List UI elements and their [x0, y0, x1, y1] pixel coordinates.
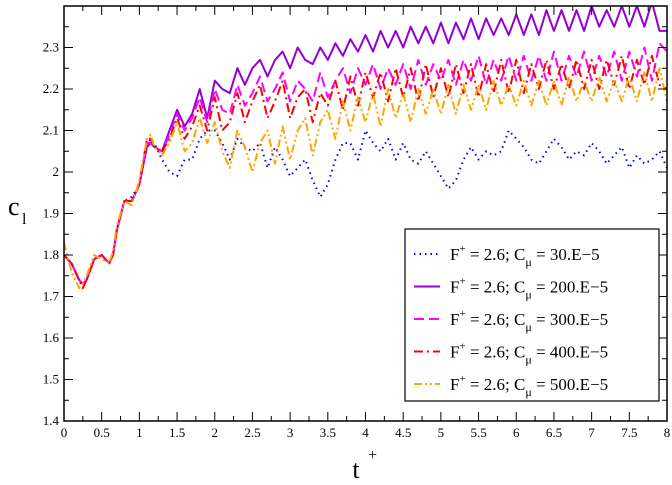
x-tick-label: 2 — [212, 425, 219, 440]
x-tick-label: 0.5 — [94, 425, 110, 440]
y-tick-label: 2.1 — [43, 123, 59, 138]
legend-box — [404, 228, 660, 402]
x-tick-label: 7 — [588, 425, 595, 440]
series-line-4 — [64, 54, 667, 290]
y-tick-label: 1.6 — [43, 330, 60, 345]
x-tick-label: 5 — [438, 425, 445, 440]
x-tick-label: 4 — [362, 425, 369, 440]
y-tick-label: 2.3 — [43, 40, 59, 55]
series-line-5 — [64, 67, 667, 290]
legend: F+ = 2.6; Cμ = 30.E−5 F+ = 2.6; Cμ = 200.… — [404, 228, 660, 402]
y-tick-label: 2 — [53, 164, 60, 179]
x-tick-label: 3.5 — [320, 425, 336, 440]
y-axis-title: c — [8, 192, 20, 221]
x-tick-label: 6 — [513, 425, 520, 440]
x-tick-label: 2.5 — [244, 425, 260, 440]
y-tick-label: 1.5 — [43, 372, 59, 387]
legend-entry-5: F+ = 2.6; Cμ = 500.E−5 — [450, 373, 608, 399]
y-tick-label: 1.9 — [43, 206, 59, 221]
x-tick-label: 1.5 — [169, 425, 185, 440]
legend-entry-1: F+ = 2.6; Cμ = 30.E−5 — [450, 243, 600, 269]
y-tick-label: 1.7 — [43, 289, 60, 304]
series-line-3 — [64, 42, 667, 285]
legend-entry-4: F+ = 2.6; Cμ = 400.E−5 — [450, 341, 608, 367]
x-tick-label: 6.5 — [546, 425, 562, 440]
x-tick-label: 7.5 — [621, 425, 637, 440]
x-tick-label: 1 — [136, 425, 143, 440]
y-tick-label: 2.2 — [43, 81, 59, 96]
x-tick-label: 3 — [287, 425, 294, 440]
x-tick-label: 0 — [61, 425, 68, 440]
x-tick-label: 8 — [664, 425, 671, 440]
x-axis-title: t — [352, 455, 360, 484]
y-axis-subscript: l — [22, 211, 27, 228]
x-tick-label: 5.5 — [470, 425, 486, 440]
legend-entry-2: F+ = 2.6; Cμ = 200.E−5 — [450, 276, 608, 302]
x-tick-label: 4.5 — [395, 425, 411, 440]
legend-entry-3: F+ = 2.6; Cμ = 300.E−5 — [450, 308, 608, 334]
y-axis-label: c — [8, 192, 20, 221]
x-axis-label: t — [352, 455, 360, 484]
x-axis-superscript: + — [368, 447, 377, 464]
y-tick-label: 1.8 — [43, 247, 59, 262]
series-line-1 — [64, 129, 667, 285]
y-tick-label: 1.4 — [43, 413, 60, 428]
